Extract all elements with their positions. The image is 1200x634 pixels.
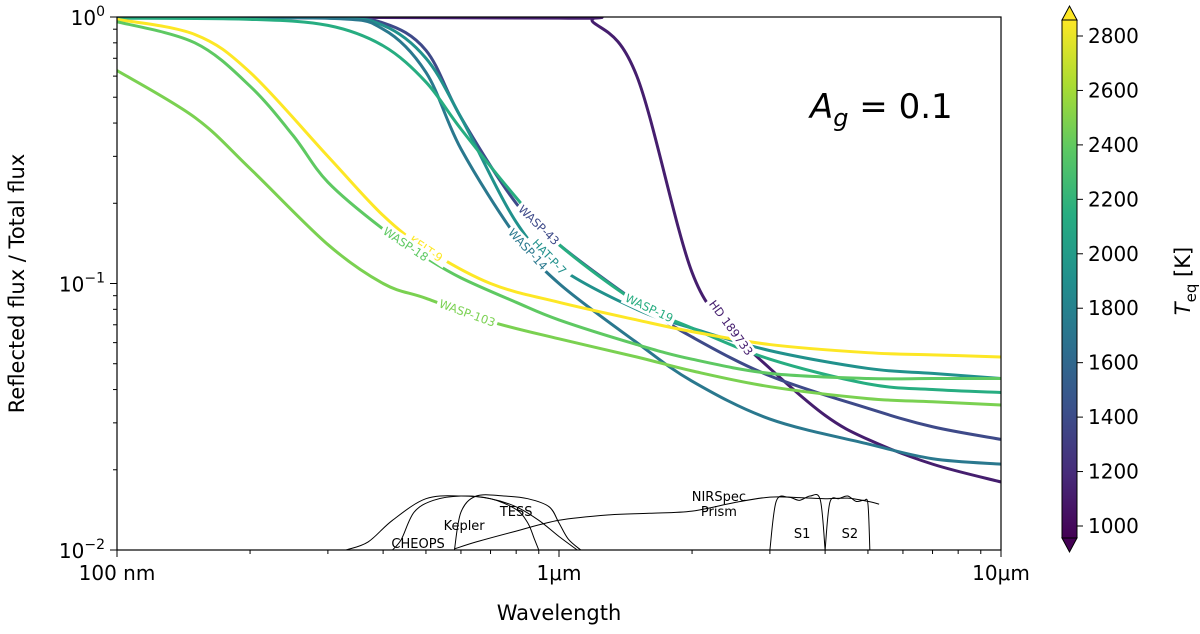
band-label-s2: S2: [842, 527, 859, 542]
x-tick-label: 10μm: [972, 561, 1030, 585]
y-tick-label: 100: [71, 4, 105, 30]
band-label-tess: TESS: [499, 505, 533, 520]
colorbar-tick-label: 1600: [1088, 351, 1139, 375]
series-wasp-18-line: [117, 20, 1001, 381]
band-label-nirspec-prism-0: NIRSpec: [692, 490, 746, 505]
curve-label-bg: [620, 289, 678, 327]
y-tick-label: 10−2: [59, 537, 105, 563]
colorbar-tick-label: 1800: [1088, 296, 1139, 320]
band-label-s1: S1: [794, 527, 811, 542]
colorbar-title: Teq [K]: [1171, 247, 1200, 315]
band-label-cheops: CHEOPS: [391, 537, 444, 552]
series-wasp-103-line: [117, 69, 1001, 407]
curve-label-hd-189733: HD 189733: [704, 295, 758, 361]
curve-label-bg: [524, 231, 574, 283]
band-tess-curve: [453, 494, 582, 550]
colorbar-tick-label: 2000: [1088, 242, 1139, 266]
curve-label-bg: [503, 223, 552, 275]
y-axis-title: Reflected flux / Total flux: [5, 154, 29, 414]
band-label-kepler: Kepler: [444, 519, 486, 534]
bandpass-layer: [346, 493, 880, 550]
colorbar-tick-label: 2800: [1088, 24, 1139, 48]
colorbar-tick-label: 2600: [1088, 78, 1139, 102]
x-tick-label: 100 nm: [79, 561, 156, 585]
colorbar-tick-label: 1400: [1088, 405, 1139, 429]
series-wasp-19-line: [117, 17, 1001, 394]
colorbar-gradient: [1062, 20, 1077, 538]
curve-label-bg: [378, 222, 434, 266]
colorbar: 1000 1200 1400 1600 1800 2000 2200 2400 2600 2800…: [1061, 4, 1200, 554]
x-tick-label: 1μm: [537, 561, 582, 585]
series-wasp-14-line: [117, 17, 1001, 466]
band-nirspec-prism-curve: [454, 496, 880, 550]
curve-label-wasp-103: WASP-103: [434, 295, 500, 331]
x-axis-title: Wavelength: [497, 601, 622, 625]
series-kelt-9-line: [117, 17, 1001, 359]
colorbar-bottom-extend: [1061, 537, 1078, 554]
curve-label-bg: [434, 295, 500, 331]
colorbar-tick-label: 1000: [1088, 514, 1139, 538]
curve-label-bg: [401, 229, 451, 269]
band-s1-curve: [769, 493, 826, 550]
series-hd-189733-line: [117, 17, 1001, 484]
curve-label-bg: [704, 295, 758, 361]
colorbar-frame: [1061, 19, 1078, 539]
band-s2-curve: [824, 495, 871, 550]
band-label-nirspec-prism-1: Prism: [701, 505, 737, 520]
colorbar-tick-label: 2400: [1088, 133, 1139, 157]
axes-layer: 100 nm 1μm 10μm 10−2 10−1 100: [59, 4, 1030, 585]
series-wasp-43-line: [117, 17, 1001, 441]
curve-label-text: WASP-103: [437, 297, 497, 330]
albedo-annotation: Ag = 0.1: [808, 87, 953, 132]
curve-label-bg: [513, 200, 564, 250]
curve-label-wasp-19: WASP-19: [620, 289, 678, 327]
y-tick-label: 10−1: [59, 271, 105, 297]
colorbar-tick-label: 1200: [1088, 460, 1139, 484]
colorbar-tick-label: 2200: [1088, 187, 1139, 211]
colorbar-top-extend: [1061, 4, 1078, 21]
